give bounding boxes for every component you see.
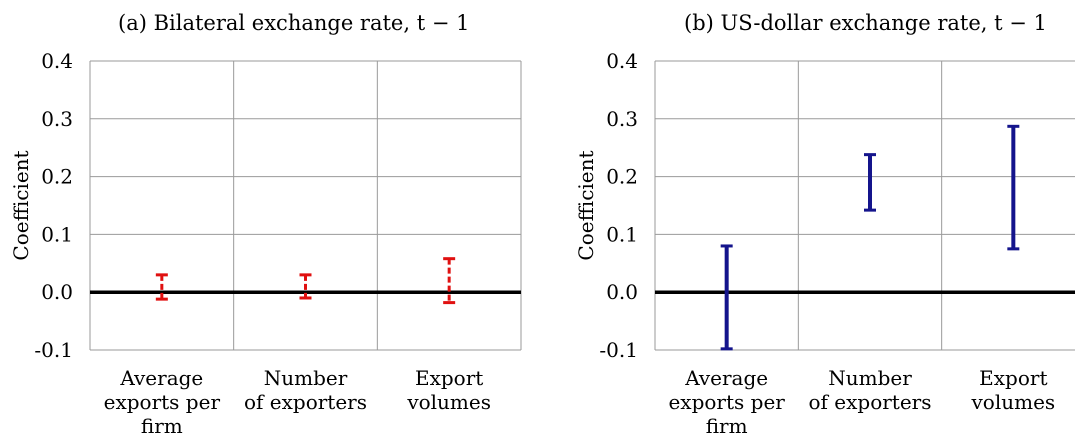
y-tick-label: 0.0: [41, 280, 73, 304]
category-label: Number: [828, 366, 912, 390]
y-tick-label: 0.2: [606, 165, 638, 189]
category-label: Average: [119, 366, 203, 390]
y-tick-label: -0.1: [34, 338, 73, 362]
category-label: of exporters: [808, 390, 931, 414]
y-tick-label: -0.1: [599, 338, 638, 362]
panel-a: (a) Bilateral exchange rate, t − 1 Coeffi…: [9, 11, 522, 437]
category-label: exports per: [668, 390, 785, 414]
y-tick-label: 0.1: [606, 222, 638, 246]
y-tick-label: 0.4: [41, 49, 73, 73]
category-label: Export: [415, 366, 483, 390]
category-label: firm: [141, 414, 183, 437]
category-label: volumes: [970, 390, 1055, 414]
y-axis-label: Coefficient: [574, 150, 598, 260]
category-label: exports per: [104, 390, 221, 414]
category-label: of exporters: [244, 390, 367, 414]
category-label: Number: [264, 366, 348, 390]
category-label: volumes: [406, 390, 491, 414]
y-tick-label: 0.3: [41, 107, 73, 131]
category-label: Average: [684, 366, 768, 390]
y-axis-label: Coefficient: [9, 150, 33, 260]
y-tick-label: 0.3: [606, 107, 638, 131]
chart-title: (a) Bilateral exchange rate, t − 1: [118, 11, 469, 35]
y-tick-label: 0.1: [41, 222, 73, 246]
y-tick-label: 0.0: [606, 280, 638, 304]
category-label: Export: [979, 366, 1047, 390]
category-label: firm: [706, 414, 748, 437]
chart-title: (b) US-dollar exchange rate, t − 1: [684, 11, 1047, 35]
panel-b: (b) US-dollar exchange rate, t − 1 Coeffi…: [574, 11, 1075, 437]
y-tick-label: 0.2: [41, 165, 73, 189]
y-tick-label: 0.4: [606, 49, 638, 73]
